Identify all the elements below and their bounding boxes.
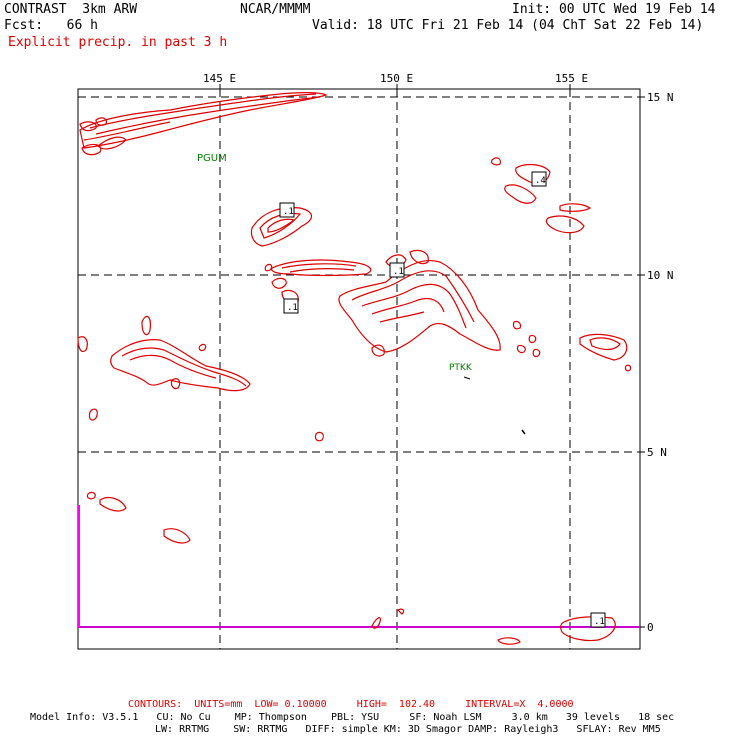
island-mark-chuuk — [463, 376, 471, 380]
contour-labels: .1 .1 .1 .4 .1 — [279, 171, 606, 628]
center-name: NCAR/MMMM — [240, 2, 311, 17]
forecast-hour: Fcst: 66 h — [4, 18, 98, 33]
contour-label-3: .1 — [287, 303, 298, 313]
precip-cluster-ne — [491, 157, 592, 234]
init-time: Init: 00 UTC Wed 19 Feb 14 — [512, 2, 716, 17]
precip-cluster-west-8n — [77, 315, 251, 392]
lat-lon-grid — [78, 89, 640, 649]
contour-info: CONTOURS: UNITS=mm LOW= 0.10000 HIGH= 10… — [128, 699, 574, 710]
contour-label-2: .1 — [393, 267, 404, 277]
lon-label-145: 145 E — [203, 72, 236, 85]
precip-small-cells — [86, 263, 616, 645]
precip-cluster-east — [579, 333, 632, 372]
lat-label-0: 0 — [647, 621, 654, 634]
precip-band-north — [79, 92, 328, 156]
valid-time: Valid: 18 UTC Fri 21 Feb 14 (04 ChT Sat … — [312, 18, 704, 33]
field-title: Explicit precip. in past 3 h — [8, 35, 228, 50]
station-ptkk: PTKK — [449, 363, 473, 373]
lat-label-15n: 15 N — [647, 91, 674, 104]
lon-label-150: 150 E — [380, 72, 413, 85]
precip-contours — [77, 92, 632, 645]
ticks — [219, 84, 645, 628]
lat-label-10n: 10 N — [647, 269, 674, 282]
contour-label-4: .4 — [535, 176, 546, 186]
precip-system-central — [271, 249, 501, 357]
stations: PGUM PTKK — [197, 153, 526, 435]
model-title: CONTRAST 3km ARW — [4, 2, 138, 17]
lat-label-5n: 5 N — [647, 446, 667, 459]
contour-label-1: .1 — [283, 207, 294, 217]
island-mark-east — [521, 429, 526, 435]
station-pgum: PGUM — [197, 153, 227, 164]
model-info-line2: LW: RRTMG SW: RRTMG DIFF: simple KM: 3D … — [155, 724, 661, 735]
model-info-line1: Model Info: V3.5.1 CU: No Cu MP: Thompso… — [30, 712, 675, 723]
lon-label-155: 155 E — [555, 72, 588, 85]
contour-label-5: .1 — [594, 617, 605, 627]
map-frame — [77, 88, 641, 650]
